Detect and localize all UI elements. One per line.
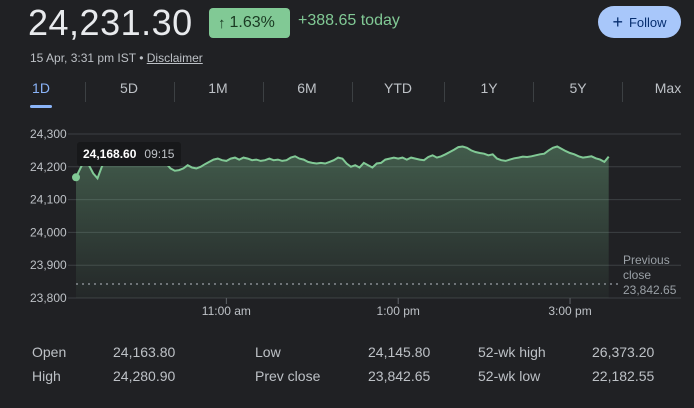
y-tick-label: 23,900: [30, 258, 67, 272]
current-price: 24,231.30: [28, 2, 193, 43]
y-tick-label: 24,200: [30, 160, 67, 174]
previous-close-label: Previous close 23,842.65: [623, 253, 676, 298]
disclaimer-link[interactable]: Disclaimer: [146, 51, 203, 65]
stat-low-value: 24,145.80: [368, 344, 431, 360]
price-area: [76, 146, 609, 298]
stat-52wk-high-label: 52-wk high: [478, 344, 546, 360]
stat-high-label: High: [32, 368, 61, 384]
x-tick-label: 1:00 pm: [377, 304, 420, 318]
tab-divider: [174, 82, 175, 102]
stat-prev-close-value: 23,842.65: [368, 368, 431, 384]
y-tick-label: 24,000: [30, 225, 67, 239]
timestamp: 15 Apr, 3:31 pm IST: [30, 51, 136, 65]
timestamp-line: 15 Apr, 3:31 pm IST • Disclaimer: [30, 51, 203, 65]
percent-change-value: 1.63%: [229, 14, 275, 31]
tab-divider: [85, 82, 86, 102]
plus-icon: +: [612, 12, 623, 32]
follow-button[interactable]: + Follow: [598, 6, 681, 38]
y-tick-label: 23,800: [30, 291, 67, 305]
previous-close-text-1: Previous: [623, 253, 670, 267]
tab-1d[interactable]: 1D: [30, 80, 52, 108]
range-tabs: 1D 5D 1M 6M YTD 1Y 5Y Max: [0, 80, 694, 108]
separator-dot: •: [139, 51, 144, 65]
tab-divider: [263, 82, 264, 102]
tab-divider: [622, 82, 623, 102]
stat-high-value: 24,280.90: [113, 368, 176, 384]
tab-5y[interactable]: 5Y: [569, 80, 587, 96]
tab-divider: [533, 82, 534, 102]
tooltip-time: 09:15: [144, 147, 175, 161]
hover-tooltip: 24,168.60 09:15: [77, 142, 181, 166]
change-today: +388.65 today: [298, 12, 400, 29]
hover-point: [72, 173, 80, 182]
stat-52wk-high-value: 26,373.20: [592, 344, 655, 360]
tab-5d[interactable]: 5D: [120, 80, 138, 96]
previous-close-value: 23,842.65: [623, 283, 677, 297]
y-tick-label: 24,100: [30, 193, 67, 207]
x-tick-label: 11:00 am: [202, 304, 251, 318]
stat-low-label: Low: [255, 344, 281, 360]
tab-ytd[interactable]: YTD: [384, 80, 412, 96]
stat-52wk-low-label: 52-wk low: [478, 368, 541, 384]
tab-1y[interactable]: 1Y: [480, 80, 498, 96]
tab-divider: [352, 82, 353, 102]
x-tick-label: 3:00 pm: [548, 304, 591, 318]
previous-close-text-2: close: [623, 268, 652, 282]
tooltip-value: 24,168.60: [83, 147, 137, 161]
tab-6m[interactable]: 6M: [297, 80, 317, 96]
stat-prev-close-label: Prev close: [255, 368, 321, 384]
follow-label: Follow: [628, 14, 667, 30]
tab-1m[interactable]: 1M: [208, 80, 228, 96]
stat-open-label: Open: [32, 344, 67, 360]
stat-open-value: 24,163.80: [113, 344, 176, 360]
stat-52wk-low-value: 22,182.55: [592, 368, 655, 384]
tab-max[interactable]: Max: [654, 80, 682, 96]
tab-divider: [444, 82, 445, 102]
percent-change-badge: ↑ 1.63%: [209, 8, 290, 38]
arrow-up-icon: ↑: [218, 14, 226, 32]
y-tick-label: 24,300: [30, 127, 67, 141]
price-chart[interactable]: 24,300 24,200 24,100 24,000 23,900 23,800 11:…: [0, 120, 694, 330]
